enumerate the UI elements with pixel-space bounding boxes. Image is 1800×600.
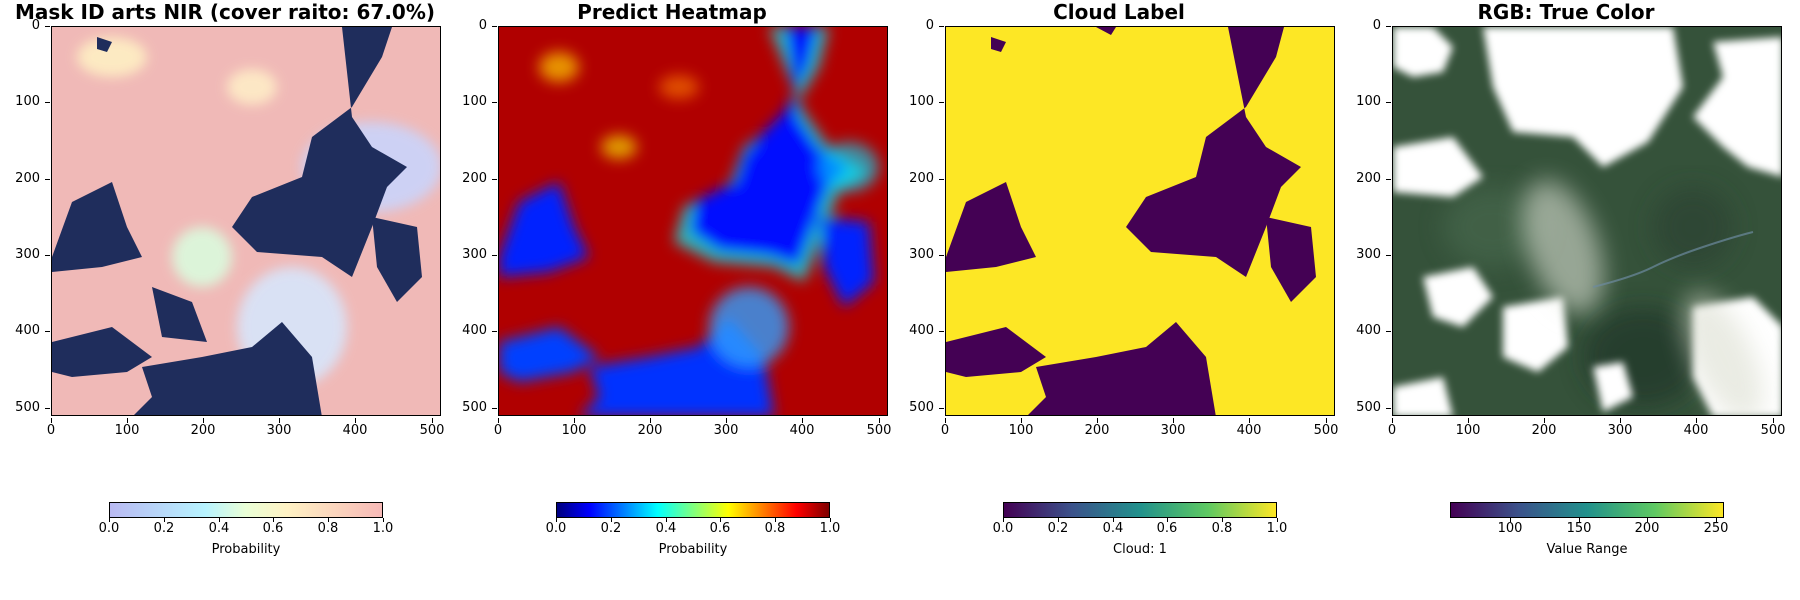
y-tick: 300	[447, 248, 497, 262]
colorbar-label: Cloud: 1	[1113, 542, 1167, 557]
y-tick: 400	[447, 324, 497, 338]
x-tick: 300	[706, 418, 746, 438]
y-tick: 200	[1341, 172, 1391, 186]
x-tick: 400	[1229, 418, 1269, 438]
x-tick: 300	[259, 418, 299, 438]
y-tick: 500	[0, 401, 50, 415]
y-tick: 400	[894, 324, 944, 338]
colorbar-label: Probability	[211, 542, 281, 557]
colorbar-tick: 200	[1627, 518, 1667, 536]
colorbar	[1003, 502, 1277, 518]
colorbar-label: Value Range	[1546, 542, 1628, 557]
x-tick: 0	[1372, 418, 1412, 438]
panel-mask-nir: Mask ID arts NIR (cover raito: 67.0%)	[0, 0, 450, 600]
x-tick: 200	[183, 418, 223, 438]
colorbar-tick: 0.2	[144, 518, 184, 536]
colorbar-tick: 0.6	[1147, 518, 1187, 536]
colorbar-tick: 0.0	[536, 518, 576, 536]
colorbar-tick: 0.2	[1038, 518, 1078, 536]
x-tick: 200	[1077, 418, 1117, 438]
x-tick: 0	[31, 418, 71, 438]
x-tick: 400	[782, 418, 822, 438]
y-tick: 100	[0, 95, 50, 109]
y-tick: 400	[0, 324, 50, 338]
x-tick: 0	[925, 418, 965, 438]
colorbar-tick: 100	[1490, 518, 1530, 536]
panel-rgb-true-color: RGB: True Color	[1341, 0, 1791, 600]
y-tick: 0	[1341, 19, 1391, 33]
x-tick: 300	[1600, 418, 1640, 438]
colorbar-tick: 1.0	[810, 518, 850, 536]
colorbar-tick: 0.4	[199, 518, 239, 536]
y-tick: 300	[0, 248, 50, 262]
colorbar	[556, 502, 830, 518]
y-tick: 400	[1341, 324, 1391, 338]
colorbar-tick: 0.6	[700, 518, 740, 536]
colorbar-tick: 0.4	[646, 518, 686, 536]
y-tick: 0	[0, 19, 50, 33]
panel-title: Predict Heatmap	[577, 0, 767, 24]
x-tick: 200	[630, 418, 670, 438]
colorbar-tick: 1.0	[1257, 518, 1297, 536]
x-tick: 100	[1001, 418, 1041, 438]
colorbar-tick: 0.4	[1093, 518, 1133, 536]
y-tick: 500	[447, 401, 497, 415]
y-tick: 100	[894, 95, 944, 109]
colorbar-tick: 250	[1696, 518, 1736, 536]
colorbar-tick: 150	[1559, 518, 1599, 536]
colorbar	[1450, 502, 1724, 518]
panel-title: Cloud Label	[1053, 0, 1185, 24]
y-tick: 300	[1341, 248, 1391, 262]
colorbar-tick: 0.8	[755, 518, 795, 536]
colorbar-tick: 0.2	[591, 518, 631, 536]
y-tick: 100	[1341, 95, 1391, 109]
predict-heatmap-image	[498, 26, 888, 416]
panel-title: Mask ID arts NIR (cover raito: 67.0%)	[14, 0, 436, 24]
x-tick: 0	[478, 418, 518, 438]
colorbar-tick: 0.0	[983, 518, 1023, 536]
colorbar-tick: 0.8	[308, 518, 348, 536]
y-tick: 200	[0, 172, 50, 186]
x-tick: 500	[412, 418, 452, 438]
y-tick: 100	[447, 95, 497, 109]
x-tick: 400	[335, 418, 375, 438]
mask-overlay-image	[51, 26, 441, 416]
y-tick: 300	[894, 248, 944, 262]
y-tick: 500	[894, 401, 944, 415]
cloud-label-image	[945, 26, 1335, 416]
colorbar-tick: 1.0	[363, 518, 403, 536]
colorbar	[109, 502, 383, 518]
y-tick: 0	[894, 19, 944, 33]
rgb-true-color-image	[1392, 26, 1782, 416]
y-tick: 0	[447, 19, 497, 33]
colorbar-tick: 0.6	[253, 518, 293, 536]
x-tick: 100	[1448, 418, 1488, 438]
colorbar-tick: 0.8	[1202, 518, 1242, 536]
x-tick: 100	[554, 418, 594, 438]
x-tick: 400	[1676, 418, 1716, 438]
x-tick: 100	[107, 418, 147, 438]
x-tick: 500	[1306, 418, 1346, 438]
panel-predict-heatmap: Predict Heatmap 0 100 200 300 4	[447, 0, 897, 600]
x-tick: 200	[1524, 418, 1564, 438]
panel-cloud-label: Cloud Label 0 100 200 300 400 500 0 100 …	[894, 0, 1344, 600]
x-tick: 500	[1753, 418, 1793, 438]
y-tick: 200	[894, 172, 944, 186]
panel-title: RGB: True Color	[1477, 0, 1655, 24]
colorbar-tick: 0.0	[89, 518, 129, 536]
y-tick: 200	[447, 172, 497, 186]
x-tick: 500	[859, 418, 899, 438]
colorbar-label: Probability	[658, 542, 728, 557]
x-tick: 300	[1153, 418, 1193, 438]
y-tick: 500	[1341, 401, 1391, 415]
